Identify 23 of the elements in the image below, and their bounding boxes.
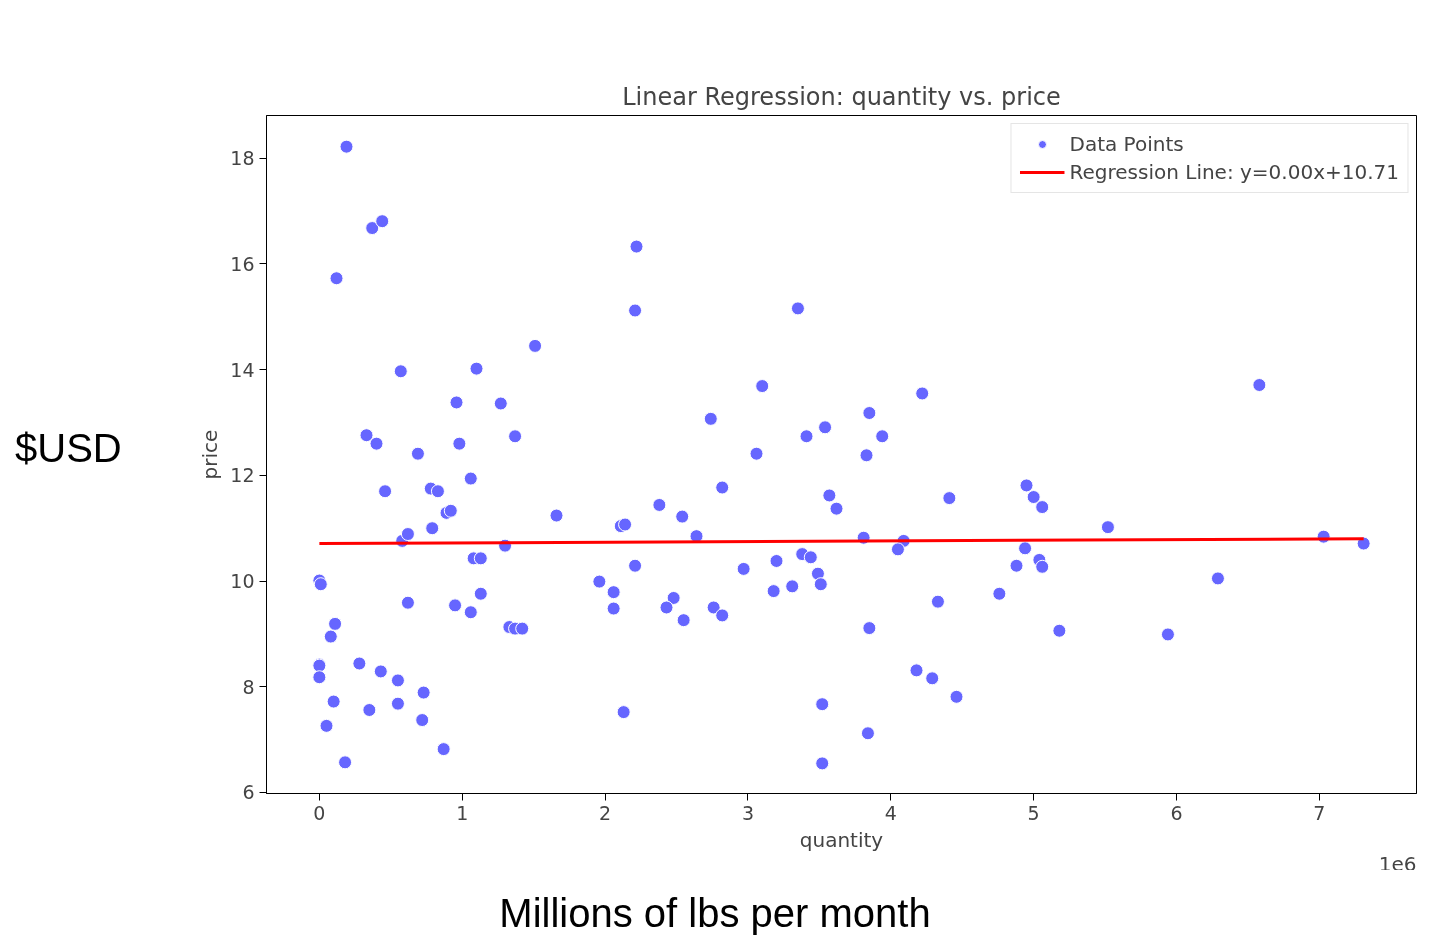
x-tick-label: 1: [456, 801, 469, 824]
text: 1e6: [1378, 851, 1417, 876]
y-tick-label: 8: [242, 675, 255, 698]
y-tick-label: 6: [242, 781, 255, 804]
x-tick-label: 2: [599, 801, 612, 824]
chart-title: Linear Regression: quantity vs. price: [622, 82, 1061, 111]
text: $USD: [15, 425, 122, 472]
y-axis-title: price: [198, 429, 223, 480]
legend-label: Data Points: [1069, 132, 1184, 156]
y-tick-label: 10: [230, 570, 255, 593]
x-tick-label: 6: [1170, 801, 1183, 824]
text: Millions of lbs per month: [499, 890, 931, 935]
y-tick-label: 16: [230, 252, 255, 275]
x-tick-label: 5: [1027, 801, 1040, 824]
y-tick-label: 12: [230, 464, 255, 487]
x-tick-label: 4: [884, 801, 897, 824]
y-tick-label: 18: [230, 147, 255, 170]
x-axis-title: quantity: [799, 827, 884, 852]
legend-label: Regression Line: y=0.00x+10.71: [1069, 160, 1399, 184]
x-tick-label: 7: [1313, 801, 1326, 824]
y-tick-label: 14: [230, 358, 255, 381]
x-tick-label: 0: [313, 801, 326, 824]
x-tick-label: 3: [741, 801, 754, 824]
